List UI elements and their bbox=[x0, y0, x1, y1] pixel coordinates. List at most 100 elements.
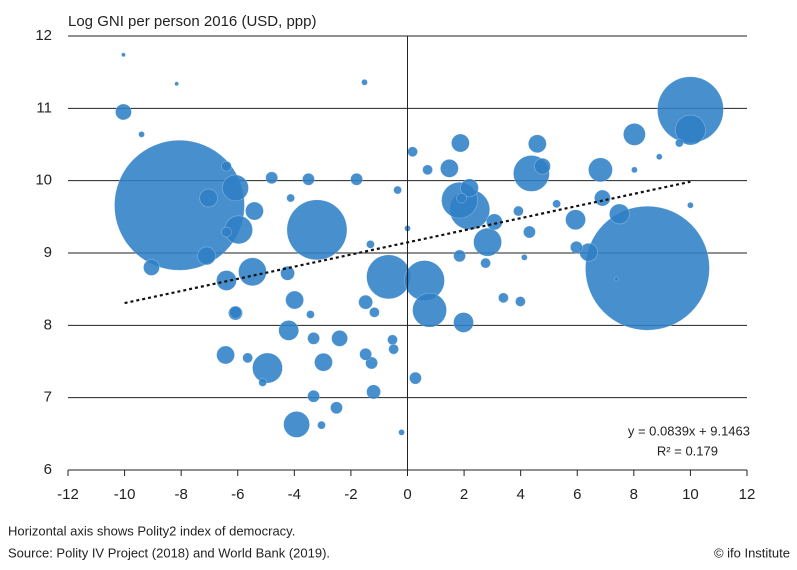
bubble bbox=[453, 249, 466, 263]
bubble bbox=[286, 199, 348, 261]
x-tick-label: 6 bbox=[573, 486, 581, 503]
x-tick-label: 2 bbox=[460, 486, 468, 503]
bubble bbox=[614, 276, 619, 282]
x-tick-label: -12 bbox=[57, 486, 79, 503]
bubble bbox=[314, 352, 333, 372]
bubble bbox=[222, 174, 249, 202]
bubble bbox=[585, 205, 710, 331]
bubble bbox=[393, 185, 402, 195]
x-tick-label: 12 bbox=[739, 486, 756, 503]
x-tick-label: 10 bbox=[682, 486, 699, 503]
bubble bbox=[440, 159, 459, 178]
bubble bbox=[473, 227, 502, 257]
bubble bbox=[115, 103, 132, 121]
marks bbox=[114, 52, 724, 438]
credit: © ifo Institute bbox=[714, 545, 790, 560]
bubble bbox=[398, 429, 405, 436]
y-tick-label: 12 bbox=[35, 27, 52, 44]
bubble bbox=[229, 306, 242, 319]
trend-line bbox=[124, 180, 691, 305]
annotation: y = 0.0839x + 9.1463 bbox=[628, 423, 750, 438]
bubble bbox=[245, 201, 264, 221]
bubble bbox=[366, 254, 411, 300]
x-tick-label: 0 bbox=[403, 486, 411, 503]
bubble bbox=[366, 384, 381, 400]
bubble bbox=[221, 226, 232, 238]
bubble bbox=[121, 52, 126, 58]
bubble bbox=[197, 246, 216, 266]
x-tick-label: -4 bbox=[288, 486, 301, 503]
bubble bbox=[365, 356, 378, 370]
bubble bbox=[498, 292, 509, 304]
y-tick-label: 6 bbox=[44, 461, 52, 478]
bubble bbox=[453, 312, 474, 333]
bubble bbox=[359, 347, 372, 361]
bubble bbox=[199, 188, 218, 208]
note: Source: Polity IV Project (2018) and Wor… bbox=[8, 545, 330, 560]
bubble bbox=[252, 352, 283, 384]
bubble bbox=[687, 201, 694, 209]
axes: 6 7 8 9 10 11 12 -12 -10 -8 -6 -4 -2 0 2 4 6 8 10 12 bbox=[35, 27, 755, 503]
bubble bbox=[138, 131, 145, 138]
bubble bbox=[552, 199, 561, 209]
note: Horizontal axis shows Polity2 index of d… bbox=[8, 523, 295, 538]
bubble bbox=[283, 411, 310, 438]
bubble bbox=[523, 225, 536, 239]
x-tick-label: -10 bbox=[114, 486, 136, 503]
chart-title: Log GNI per person 2016 (USD, ppp) bbox=[68, 13, 316, 30]
y-tick-label: 11 bbox=[36, 99, 52, 116]
bubble bbox=[143, 259, 160, 276]
y-tick-label: 10 bbox=[35, 172, 52, 189]
bubble bbox=[216, 345, 235, 365]
bubble bbox=[609, 203, 630, 225]
bubble bbox=[350, 172, 363, 186]
bubble bbox=[286, 193, 295, 203]
bubble bbox=[528, 134, 547, 154]
bubble bbox=[258, 378, 267, 387]
bubble bbox=[280, 265, 295, 281]
bubble bbox=[358, 294, 373, 310]
bubble bbox=[174, 81, 179, 87]
bubble bbox=[407, 146, 418, 158]
y-tick-label: 9 bbox=[44, 244, 52, 261]
bubble bbox=[521, 254, 528, 261]
bubble bbox=[265, 171, 279, 185]
bubble bbox=[238, 257, 267, 287]
bubble bbox=[242, 352, 253, 364]
x-tick-label: -8 bbox=[174, 486, 187, 503]
bubble bbox=[369, 307, 380, 318]
bubble bbox=[534, 157, 551, 175]
bubble bbox=[388, 343, 399, 355]
bubble bbox=[221, 160, 232, 172]
x-tick-label: 8 bbox=[630, 486, 638, 503]
bubble bbox=[317, 420, 326, 430]
bubble bbox=[451, 133, 470, 153]
trend bbox=[124, 180, 691, 305]
x-tick-label: -6 bbox=[231, 486, 244, 503]
bubble bbox=[594, 189, 611, 207]
bubble bbox=[330, 401, 343, 415]
bubble bbox=[409, 371, 422, 385]
bubble bbox=[588, 157, 613, 183]
bubble bbox=[460, 178, 479, 198]
x-tick-label: 4 bbox=[516, 486, 524, 503]
bubble bbox=[565, 209, 586, 231]
bubble bbox=[307, 389, 320, 403]
bubble bbox=[631, 166, 638, 174]
bubble bbox=[623, 123, 646, 146]
bubble bbox=[513, 205, 524, 217]
annotation: R² = 0.179 bbox=[657, 443, 718, 458]
bubble bbox=[307, 332, 320, 345]
x-tick-label: -2 bbox=[344, 486, 357, 503]
bubble bbox=[114, 139, 245, 271]
bubble bbox=[285, 290, 304, 310]
bubble bbox=[515, 296, 526, 307]
bubble bbox=[366, 240, 375, 249]
bubble bbox=[387, 334, 398, 346]
bubble bbox=[302, 172, 315, 186]
y-tick-label: 7 bbox=[44, 389, 52, 406]
bubble bbox=[570, 240, 583, 254]
bubble bbox=[655, 153, 663, 161]
bubble bbox=[361, 78, 368, 86]
